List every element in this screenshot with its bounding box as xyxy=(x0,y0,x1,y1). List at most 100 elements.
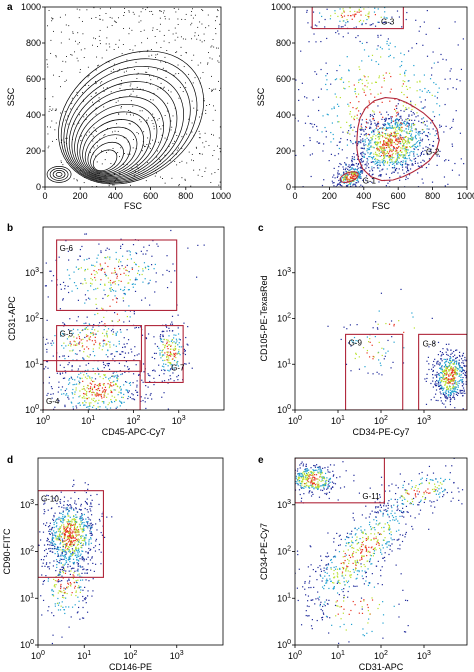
event-dot xyxy=(462,352,465,354)
event-dot xyxy=(393,171,395,173)
event-dot xyxy=(120,261,122,263)
event-dot xyxy=(326,79,328,81)
event-dot xyxy=(415,128,417,130)
event-dot xyxy=(138,274,141,276)
event-dot xyxy=(318,142,321,144)
event-dot xyxy=(164,115,166,117)
event-dot xyxy=(396,143,398,146)
event-dot xyxy=(114,283,116,285)
event-dot xyxy=(80,520,82,522)
event-dot xyxy=(91,394,93,396)
event-dot xyxy=(389,150,391,152)
event-dot xyxy=(82,402,84,404)
event-dot xyxy=(354,87,356,90)
event-dot xyxy=(62,60,64,62)
event-dot xyxy=(366,86,368,88)
event-dot xyxy=(432,366,434,368)
event-dot xyxy=(122,300,125,302)
event-dot xyxy=(347,168,349,170)
event-dot xyxy=(399,129,401,132)
event-dot xyxy=(144,146,145,148)
event-dot xyxy=(184,349,186,352)
event-dot xyxy=(414,160,416,162)
event-dot xyxy=(114,130,116,132)
event-dot xyxy=(450,372,453,374)
x-tick-label: 0 xyxy=(292,191,297,201)
event-dot xyxy=(83,537,85,540)
event-dot xyxy=(95,81,96,82)
event-dot xyxy=(344,24,346,26)
event-dot xyxy=(62,299,64,301)
event-dot xyxy=(110,163,112,164)
event-dot xyxy=(176,51,178,53)
event-dot xyxy=(350,164,352,166)
event-dot xyxy=(448,381,450,383)
y-tick-label: 103 xyxy=(25,267,39,278)
gate-label-g-5: G-5 xyxy=(60,330,74,339)
event-dot xyxy=(427,356,429,358)
event-dot xyxy=(126,59,128,61)
event-dot xyxy=(95,38,96,40)
event-dot xyxy=(82,33,84,35)
event-dot xyxy=(380,154,383,157)
event-dot xyxy=(462,360,464,362)
event-dot xyxy=(372,23,374,25)
event-dot xyxy=(313,33,315,35)
event-dot xyxy=(453,361,456,363)
event-dot xyxy=(419,89,421,91)
event-dot xyxy=(45,548,47,550)
event-dot xyxy=(70,537,72,539)
event-dot xyxy=(76,91,78,93)
event-dot xyxy=(450,362,452,364)
event-dot xyxy=(85,118,87,120)
event-dot xyxy=(67,291,70,294)
event-dot xyxy=(336,115,339,117)
event-dot xyxy=(101,515,103,518)
event-dot xyxy=(64,555,66,557)
event-dot xyxy=(370,5,371,6)
event-dot xyxy=(58,548,60,551)
event-dot xyxy=(374,141,376,143)
event-dot xyxy=(445,364,447,366)
event-dot xyxy=(405,148,407,151)
event-dot xyxy=(445,59,447,61)
event-dot xyxy=(116,313,119,315)
event-dot xyxy=(404,120,406,122)
event-dot xyxy=(367,122,369,124)
event-dot xyxy=(41,574,43,576)
event-dot xyxy=(451,378,453,380)
event-dot xyxy=(446,348,448,350)
event-dot xyxy=(51,527,53,529)
event-dot xyxy=(362,88,364,90)
event-dot xyxy=(111,414,112,415)
event-dot xyxy=(449,128,451,130)
event-dot xyxy=(108,368,111,370)
event-dot xyxy=(371,138,373,140)
plot-area xyxy=(43,229,205,415)
event-dot xyxy=(188,362,190,364)
event-dot xyxy=(58,381,60,383)
event-dot xyxy=(442,58,444,60)
event-dot xyxy=(71,545,73,547)
event-dot xyxy=(84,376,87,378)
event-dot xyxy=(326,89,328,91)
contour-line xyxy=(55,172,63,177)
event-dot xyxy=(428,158,431,160)
event-dot xyxy=(399,142,401,145)
event-dot xyxy=(153,128,155,130)
event-dot xyxy=(442,374,444,376)
event-dot xyxy=(51,397,53,399)
event-dot xyxy=(98,385,100,387)
event-dot xyxy=(108,402,110,404)
event-dot xyxy=(69,350,71,352)
event-dot xyxy=(47,133,49,135)
event-dot xyxy=(134,171,136,173)
event-dot xyxy=(356,169,359,171)
event-dot xyxy=(54,406,56,408)
event-dot xyxy=(72,349,74,351)
event-dot xyxy=(63,377,66,379)
event-dot xyxy=(142,253,144,255)
event-dot xyxy=(178,184,180,185)
event-dot xyxy=(447,382,450,385)
event-dot xyxy=(124,371,126,373)
